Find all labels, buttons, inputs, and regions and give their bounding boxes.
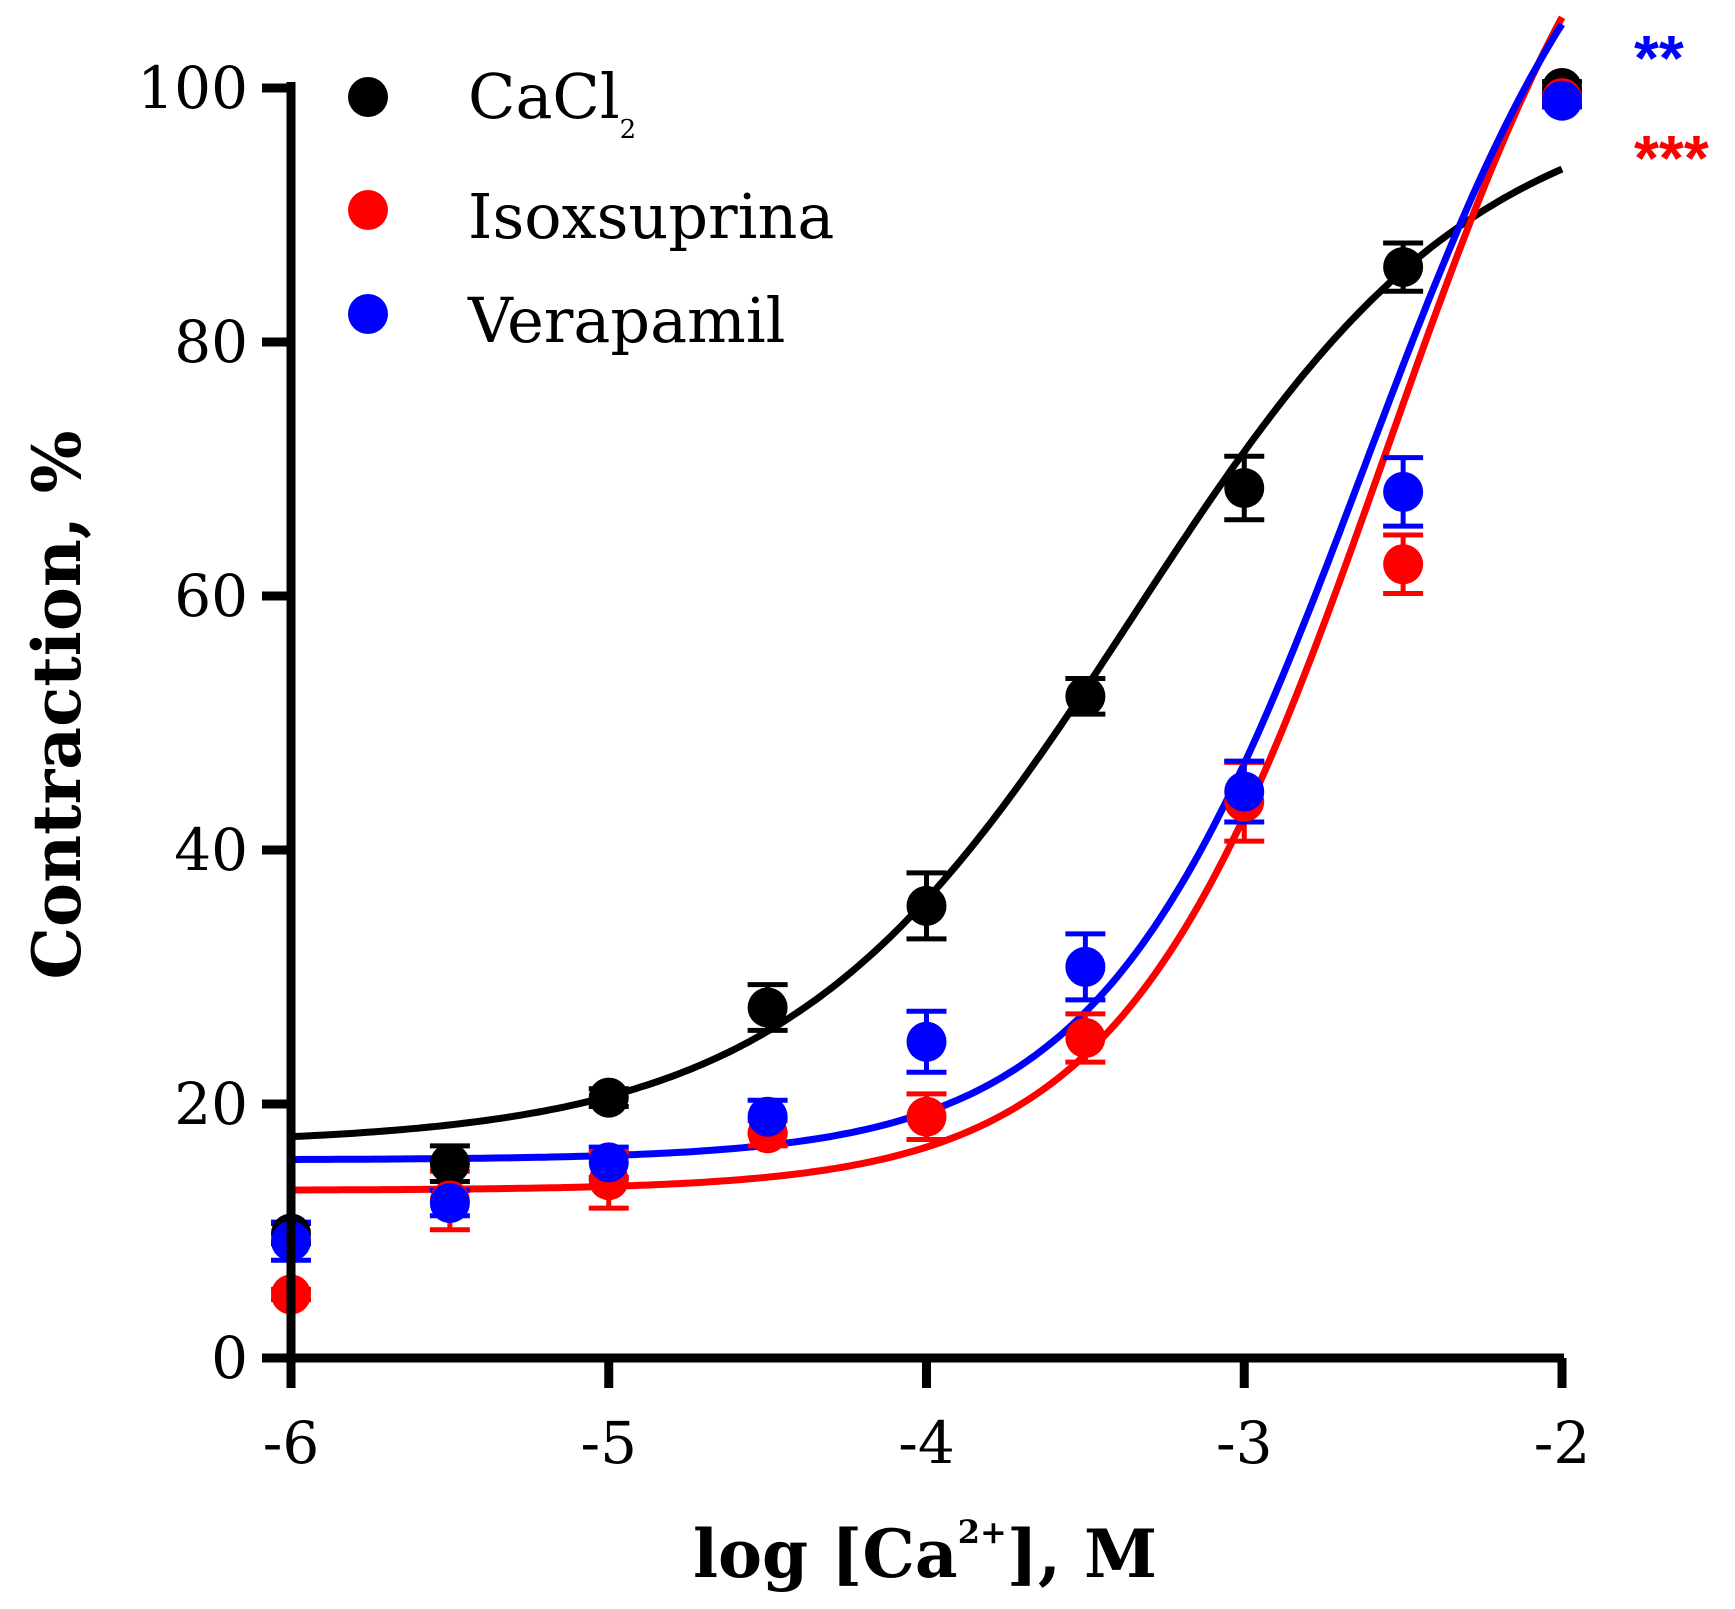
data-point-cacl [429,1143,470,1184]
x-axis-title: log [Ca2+], M [693,1513,1157,1593]
legend-label-cacl2-subscript: 2 [620,115,637,145]
data-point-isoxsuprina [906,1096,947,1137]
x-tick-label: -2 [1534,1409,1591,1477]
data-points [271,68,1582,1315]
x-axis-title-superscript: 2+ [958,1513,1007,1551]
legend-label-isoxsuprina: Isoxsuprina [468,180,834,253]
data-point-cacl [1383,247,1424,288]
significance-verapamil: ** [1634,22,1684,94]
y-tick-label: 60 [174,562,248,630]
legend-label-cacl2: CaCl2 [468,60,636,145]
data-point-verapamil [1224,771,1265,812]
data-point-verapamil [588,1142,629,1183]
legend-item-isoxsuprina: Isoxsuprina [348,180,834,253]
data-point-cacl [906,885,947,926]
axes [286,82,1564,1363]
data-point-isoxsuprina [1383,544,1424,585]
x-axis-title-prefix: log [Ca [693,1515,958,1593]
y-ticks: 0 20 40 60 80 100 [137,54,291,1392]
y-tick-label: 100 [137,54,248,122]
x-tick-label: -3 [1216,1409,1273,1477]
x-tick-label: -4 [898,1409,955,1477]
data-point-isoxsuprina [1065,1017,1106,1058]
data-point-verapamil [1383,471,1424,512]
data-point-verapamil [1065,946,1106,987]
data-point-cacl [1065,676,1106,717]
y-tick-label: 0 [211,1324,248,1392]
legend-item-verapamil: Verapamil [348,284,785,357]
legend-marker-cacl2 [348,77,388,117]
data-point-cacl [1224,468,1265,509]
legend: CaCl2 Isoxsuprina Verapamil [348,60,834,357]
legend-marker-isoxsuprina [348,190,388,230]
legend-marker-verapamil [348,294,388,334]
legend-item-cacl2: CaCl2 [348,60,636,145]
y-axis-title: Contraction, % [18,431,96,980]
data-point-verapamil [747,1096,788,1137]
legend-label-cacl2-main: CaCl [468,60,620,133]
data-point-verapamil [906,1021,947,1062]
data-point-cacl [588,1077,629,1118]
legend-label-verapamil: Verapamil [467,284,785,357]
data-point-cacl [747,987,788,1028]
x-tick-label: -6 [263,1409,320,1477]
fit-curve-isoxsuprina [291,15,1566,1194]
data-point-verapamil [1542,80,1582,121]
y-tick-label: 40 [174,816,248,884]
y-tick-label: 80 [174,308,248,376]
x-axis-title-suffix: ], M [1007,1515,1157,1593]
y-tick-label: 20 [174,1070,248,1138]
significance-isoxsuprina: *** [1634,122,1709,194]
x-ticks: -6 -5 -4 -3 -2 [263,1358,1591,1477]
x-tick-label: -5 [581,1409,638,1477]
data-point-verapamil [429,1183,470,1224]
